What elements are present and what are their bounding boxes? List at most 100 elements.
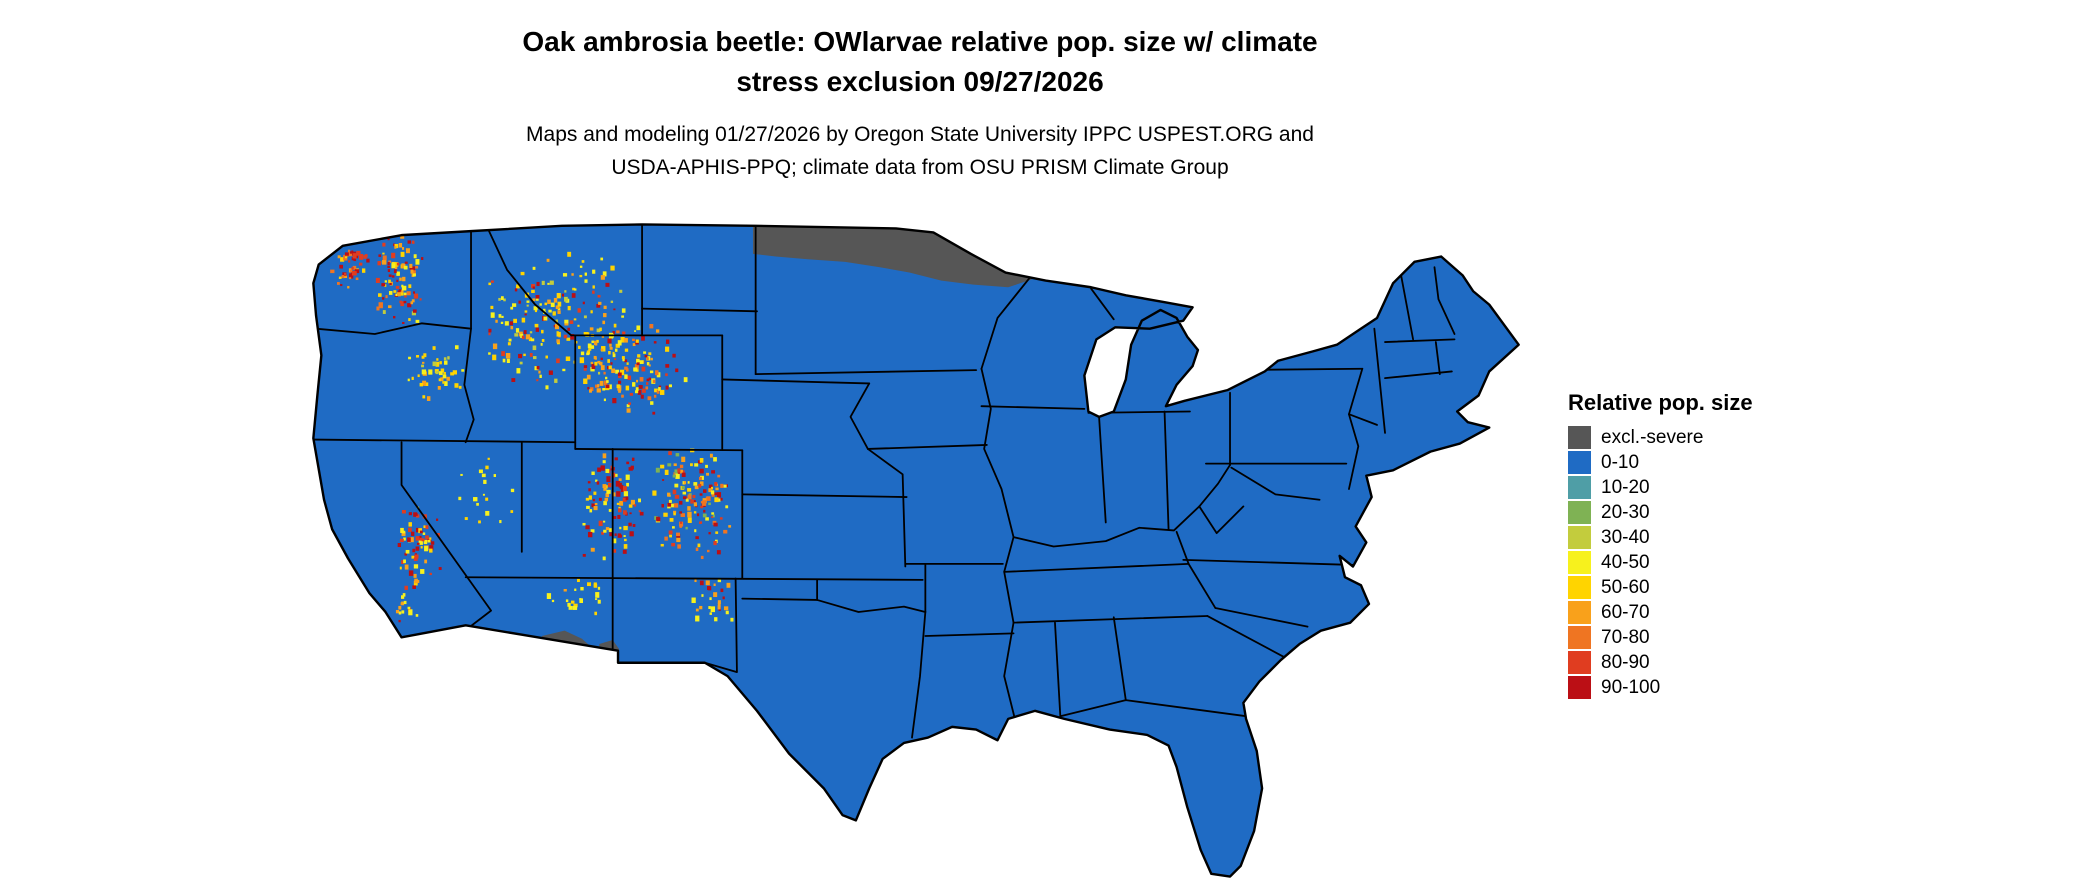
state-border-line (1206, 615, 1286, 659)
hotspot-pixel (695, 615, 700, 622)
state-borders (313, 224, 1456, 742)
hotspot-pixel (664, 536, 668, 541)
hotspot-pixel (422, 532, 426, 535)
hotspot-pixel (529, 352, 533, 357)
hotspot-pixel (398, 605, 402, 610)
map-title-line1: Oak ambrosia beetle: OWlarvae relative p… (522, 26, 1318, 57)
hotspot-pixel (720, 483, 724, 488)
hotspot-pixel (710, 606, 716, 613)
hotspot-pixel (635, 387, 639, 391)
hotspot-pixel (389, 282, 392, 285)
hotspot-pixel (593, 340, 598, 345)
hotspot-pixel (382, 255, 387, 261)
legend-title: Relative pop. size (1568, 390, 1753, 415)
hotspot-pixel (399, 277, 402, 281)
hotspot-pixel (564, 322, 569, 326)
hotspot-pixel (401, 263, 406, 269)
hotspot-pixel (664, 469, 669, 475)
hotspot-pixel (587, 386, 590, 390)
hotspot-pixel (677, 468, 681, 473)
hotspot-pixel (692, 494, 696, 499)
hotspot-pixel (610, 300, 614, 304)
hotspot-pixel (567, 305, 571, 311)
hotspot-pixel (610, 465, 613, 469)
state-border-line (911, 611, 927, 739)
hotspot-pixel (523, 330, 527, 335)
state-border-line (313, 438, 577, 444)
hotspot-pixel (623, 510, 627, 515)
hotspot-pixel (430, 541, 435, 545)
hotspot-pixel (603, 520, 606, 523)
hotspot-pixel (673, 512, 676, 516)
hotspot-pixel (655, 467, 660, 473)
legend-label: 70-80 (1601, 627, 1650, 648)
hotspot-pixel (535, 297, 539, 301)
hotspot-pixel (349, 269, 353, 273)
hotspot-pixel (652, 411, 656, 415)
hotspot-pixel (646, 362, 650, 366)
hotspot-pixel (672, 474, 677, 478)
hotspot-pixel (608, 350, 611, 355)
legend-swatch (1568, 676, 1591, 699)
hotspot-pixel (572, 287, 576, 291)
hotspot-pixel (518, 300, 521, 304)
hotspot-pixel (443, 371, 446, 375)
hotspot-pixel (534, 309, 538, 313)
hotspot-pixel (419, 298, 422, 301)
state-border-line (1182, 558, 1362, 567)
hotspot-pixel (693, 482, 698, 486)
hotspot-pixel (395, 285, 400, 289)
hotspot-pixel (413, 564, 419, 569)
hotspot-pixel (618, 508, 622, 513)
hotspot-pixel (597, 599, 601, 604)
hotspot-pixel (700, 475, 704, 480)
hotspot-pixel (361, 268, 366, 273)
hotspot-pixel (582, 553, 586, 557)
hotspot-pixel (398, 619, 401, 623)
hotspot-pixel (520, 333, 524, 339)
hotspot-pixel (616, 502, 620, 505)
hotspot-pixel (403, 292, 407, 296)
hotspot-pixel (504, 321, 509, 326)
hotspot-pixel (654, 388, 658, 393)
hotspot-pixel (627, 375, 632, 380)
hotspot-pixel (637, 390, 642, 395)
hotspot-pixel (564, 319, 569, 324)
hotspot-pixel (435, 371, 439, 375)
hotspot-pixel (606, 476, 611, 482)
hotspot-pixel (623, 491, 629, 497)
hotspot-pixel (544, 302, 548, 306)
hotspot-pixel (577, 324, 580, 327)
hotspot-pixel (551, 599, 555, 603)
hotspot-pixel (401, 531, 406, 537)
hotspot-pixel (424, 559, 428, 564)
hotspot-pixel (632, 343, 636, 347)
hotspot-pixel (707, 549, 710, 553)
hotspot-pixel (618, 380, 622, 384)
hotspot-pixel (611, 368, 616, 374)
hotspot-pixel (421, 369, 427, 375)
hotspot-pixel (425, 535, 429, 540)
hotspot-pixel (439, 361, 442, 365)
hotspot-pixel (679, 464, 684, 469)
hotspot-pixel (545, 355, 548, 359)
hotspot-pixel (618, 374, 622, 379)
state-border-line (1400, 274, 1414, 341)
hotspot-pixel (352, 265, 357, 270)
hotspot-pixel (674, 494, 680, 499)
hotspot-pixel (507, 342, 511, 346)
hotspot-pixel (694, 529, 697, 533)
hotspot-pixel (638, 385, 643, 389)
hotspot-pixel (378, 254, 382, 257)
hotspot-pixel (683, 481, 687, 485)
hotspot-pixel (682, 491, 687, 495)
hotspot-pixel (698, 483, 702, 488)
hotspot-pixel (421, 257, 424, 260)
hotspot-pixel (617, 533, 621, 538)
hotspot-pixel (347, 249, 351, 253)
hotspot-pixel (708, 488, 712, 493)
hotspot-pixel (412, 309, 417, 313)
hotspot-pixel (621, 356, 625, 360)
hotspot-pixel (702, 500, 707, 506)
state-border-line (1384, 338, 1456, 343)
